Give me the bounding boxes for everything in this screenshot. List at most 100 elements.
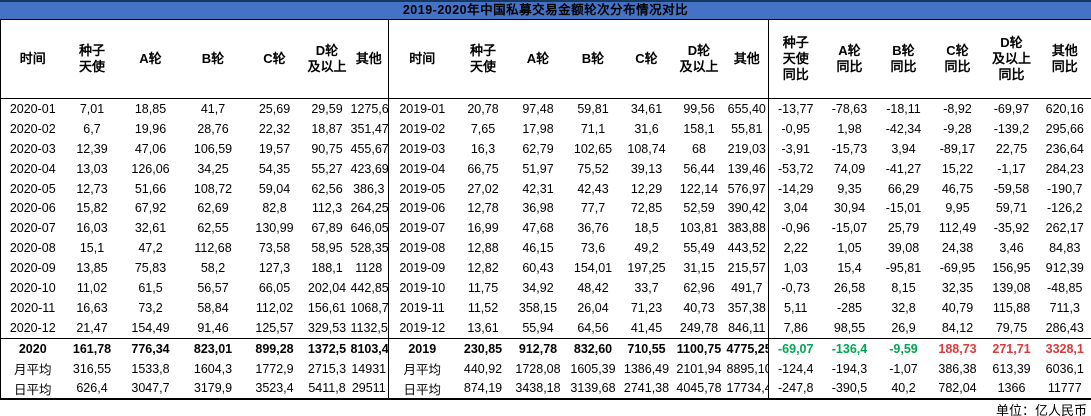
row-label: 2020-03 bbox=[9, 141, 56, 156]
column-header: D轮 及以上 bbox=[672, 19, 726, 99]
cell: 55,94 bbox=[522, 320, 554, 335]
cell: 34,92 bbox=[522, 280, 554, 295]
column-header: C轮 同比 bbox=[930, 19, 985, 99]
table-title: 2019-2020年中国私募交易金额轮次分布情况对比 bbox=[0, 0, 1091, 19]
cell: 17,98 bbox=[522, 121, 554, 136]
cell: -247,8 bbox=[778, 381, 814, 396]
row-label: 2019-01 bbox=[399, 101, 446, 116]
cell: 75,83 bbox=[134, 261, 167, 276]
cell: -53,72 bbox=[778, 161, 814, 176]
cell: 55,27 bbox=[311, 161, 343, 176]
cell: 899,28 bbox=[244, 337, 305, 359]
row-label: 2020-04 bbox=[9, 161, 56, 176]
cell: 54,35 bbox=[258, 161, 291, 176]
cell: 39,13 bbox=[630, 161, 663, 176]
cell: 108,72 bbox=[193, 181, 233, 196]
cell: 3328,1 bbox=[1038, 337, 1091, 359]
cell: 576,97 bbox=[725, 178, 769, 199]
cell: 125,57 bbox=[255, 320, 294, 335]
row-label: 2020-12 bbox=[9, 320, 56, 335]
cell: 56,57 bbox=[197, 280, 229, 295]
cell: 1068,7 bbox=[349, 297, 389, 318]
cell: 20,78 bbox=[467, 101, 499, 116]
cell: 7,86 bbox=[783, 320, 808, 335]
cell: 74,09 bbox=[833, 161, 866, 176]
cell: 1728,08 bbox=[515, 361, 561, 376]
cell: 15,4 bbox=[837, 261, 862, 276]
cell: -15,01 bbox=[885, 201, 922, 216]
cell: 55,49 bbox=[683, 241, 715, 256]
table-row: 2020-09 13,85 75,83 58,2 127,3 188,1 1128 2019-… bbox=[1, 258, 1091, 279]
cell: 295,66 bbox=[1045, 121, 1084, 136]
cell: 711,3 bbox=[1049, 300, 1080, 315]
cell: 16,99 bbox=[467, 221, 499, 236]
cell: 16,03 bbox=[76, 221, 108, 236]
cell: 30,94 bbox=[833, 201, 866, 216]
cell: 61,5 bbox=[138, 280, 163, 295]
cell: 423,69 bbox=[349, 158, 389, 179]
cell: 2,22 bbox=[783, 241, 808, 256]
cell: 11777 bbox=[1047, 381, 1082, 396]
cell: 316,55 bbox=[72, 361, 112, 376]
cell: 42,43 bbox=[577, 181, 609, 196]
cell: 158,1 bbox=[683, 121, 715, 136]
cell: -59,58 bbox=[993, 181, 1030, 196]
cell: 16,63 bbox=[76, 300, 108, 315]
cell: 66,75 bbox=[467, 161, 499, 176]
cell: 68 bbox=[692, 141, 706, 156]
cell: 82,8 bbox=[262, 201, 287, 216]
cell: -15,73 bbox=[831, 141, 868, 156]
row-label: 2020-08 bbox=[9, 241, 56, 256]
cell: 12,39 bbox=[76, 141, 108, 156]
cell: 32,35 bbox=[941, 280, 974, 295]
cell: 29,59 bbox=[311, 101, 343, 116]
cell: 51,66 bbox=[134, 181, 167, 196]
cell: 115,88 bbox=[992, 300, 1031, 315]
table-row: 2020-08 15,1 47,2 112,68 73,58 58,95 528,35 201… bbox=[1, 238, 1091, 259]
cell: 31,15 bbox=[683, 261, 715, 276]
cell: 15,22 bbox=[941, 161, 974, 176]
cell: 67,89 bbox=[311, 221, 343, 236]
cell: 21,47 bbox=[76, 320, 108, 335]
cell: 11,75 bbox=[467, 280, 499, 295]
cell: 25,69 bbox=[258, 101, 291, 116]
cell: 84,12 bbox=[941, 320, 974, 335]
column-header: 种子 天使 同比 bbox=[768, 19, 823, 99]
cell: 655,40 bbox=[725, 98, 769, 119]
cell: -285 bbox=[836, 300, 863, 315]
cell: 3047,7 bbox=[131, 381, 170, 396]
cell: 2741,38 bbox=[623, 381, 670, 396]
cell: 156,95 bbox=[992, 261, 1031, 276]
row-label: 2019-07 bbox=[399, 221, 446, 236]
cell: -13,77 bbox=[778, 101, 814, 116]
cell: 161,78 bbox=[64, 337, 120, 359]
cell: 215,57 bbox=[725, 258, 769, 279]
cell: 15,1 bbox=[79, 241, 105, 256]
cell: 67,92 bbox=[134, 201, 167, 216]
cell: 442,85 bbox=[349, 278, 389, 298]
cell: 9,95 bbox=[945, 201, 970, 216]
cell: -190,7 bbox=[1047, 181, 1083, 196]
cell: -15,07 bbox=[831, 221, 868, 236]
cell: 75,52 bbox=[577, 161, 609, 176]
cell: 710,55 bbox=[620, 337, 673, 359]
table-header: 时间 种子 天使 A轮 B轮 C轮 D轮 及以上 其他 时间 种子 天使 A轮 B轮 C轮 D轮 及以上… bbox=[0, 19, 1091, 99]
table-body: 2020-01 7,01 18,85 41,7 25,69 29,59 1275,6 2019… bbox=[0, 98, 1091, 400]
column-header: 种子 天使 bbox=[64, 19, 120, 99]
cell: 3523,4 bbox=[255, 381, 294, 396]
column-header: C轮 bbox=[244, 19, 305, 99]
cell: -41,27 bbox=[885, 161, 922, 176]
cell: -89,17 bbox=[939, 141, 976, 156]
cell: 1132,5 bbox=[349, 317, 389, 339]
table-row: 2020-04 13,03 126,06 34,25 54,35 55,27 423,69 2… bbox=[1, 158, 1091, 179]
cell: -48,85 bbox=[1047, 280, 1083, 295]
row-label: 2020-10 bbox=[9, 280, 56, 295]
cell: 874,19 bbox=[463, 381, 503, 396]
cell: 1605,39 bbox=[570, 361, 616, 376]
cell: -0,73 bbox=[781, 280, 811, 295]
cell: 846,11 bbox=[725, 317, 769, 339]
cell: 8,15 bbox=[891, 280, 916, 295]
cell: 46,15 bbox=[522, 241, 554, 256]
cell: 11,02 bbox=[76, 280, 108, 295]
